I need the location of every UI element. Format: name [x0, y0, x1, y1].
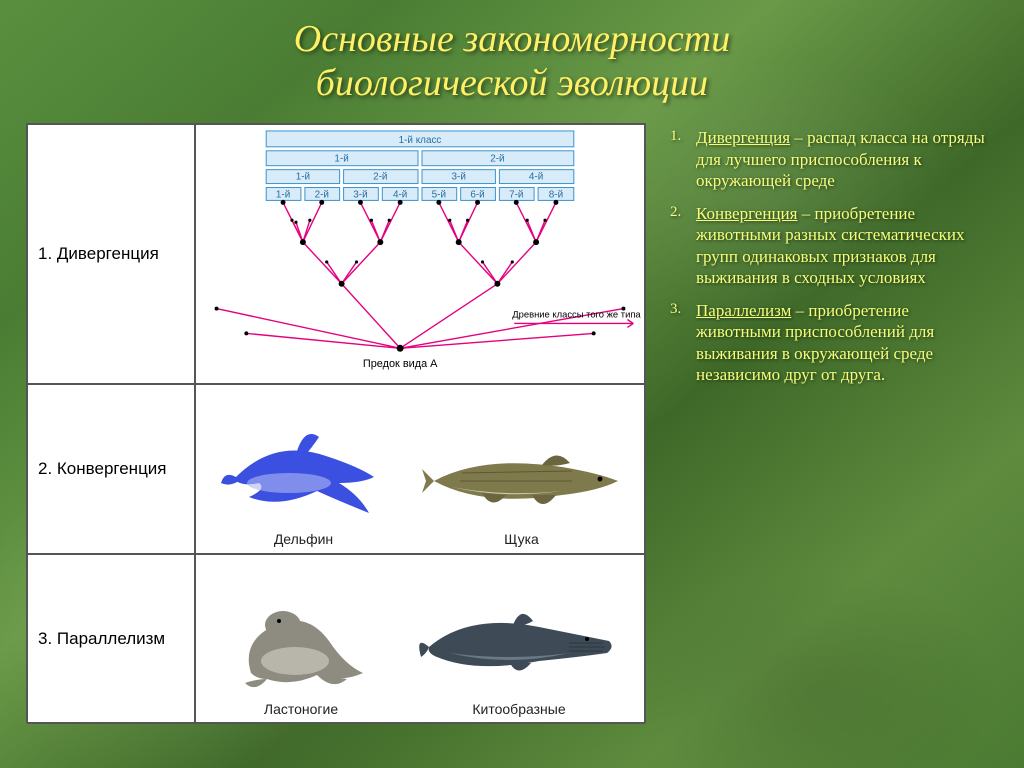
- slide-title: Основные закономерности биологической эв…: [0, 0, 1024, 115]
- definitions-list: Дивергенция – распад класса на отряды дл…: [668, 123, 998, 723]
- svg-text:7-й: 7-й: [509, 190, 523, 201]
- svg-text:1-й: 1-й: [296, 172, 310, 183]
- parallelism-examples: Ластоногие: [195, 554, 645, 724]
- convergence-examples: Дельфин: [195, 384, 645, 554]
- dolphin-icon: [219, 417, 389, 527]
- content-area: 1. Дивергенция 1-й класс 1-й 2-й 1-й 2-й: [0, 115, 1024, 723]
- svg-text:Предок вида А: Предок вида А: [363, 358, 438, 370]
- pike-figure: Щука: [422, 437, 622, 547]
- svg-text:Древние классы того же типа: Древние классы того же типа: [512, 309, 641, 320]
- svg-text:6-й: 6-й: [470, 190, 484, 201]
- svg-text:3-й: 3-й: [353, 190, 367, 201]
- svg-text:1-й класс: 1-й класс: [399, 135, 442, 146]
- svg-text:5-й: 5-й: [432, 190, 446, 201]
- pike-caption: Щука: [504, 531, 539, 547]
- svg-text:1-й: 1-й: [276, 190, 290, 201]
- dolphin-caption: Дельфин: [274, 531, 333, 547]
- pinniped-figure: Ластоногие: [221, 587, 381, 717]
- term-convergence: Конвергенция: [696, 204, 797, 223]
- svg-text:2-й: 2-й: [373, 172, 387, 183]
- seal-icon: [221, 587, 381, 697]
- whale-icon: [419, 587, 619, 697]
- svg-text:8-й: 8-й: [549, 190, 563, 201]
- row-label-divergence: 1. Дивергенция: [27, 124, 195, 384]
- svg-text:2-й: 2-й: [315, 190, 329, 201]
- divergence-diagram: 1-й класс 1-й 2-й 1-й 2-й 3-й 4-й 1-й 2-…: [195, 124, 645, 384]
- pike-icon: [422, 437, 622, 527]
- definition-parallelism: Параллелизм – приобретение животными при…: [668, 300, 998, 385]
- svg-text:2-й: 2-й: [490, 154, 504, 165]
- svg-text:4-й: 4-й: [393, 190, 407, 201]
- cetacean-caption: Китообразные: [472, 701, 565, 717]
- examples-grid: 1. Дивергенция 1-й класс 1-й 2-й 1-й 2-й: [26, 123, 646, 723]
- svg-text:1-й: 1-й: [334, 154, 348, 165]
- svg-text:3-й: 3-й: [452, 172, 466, 183]
- svg-text:4-й: 4-й: [529, 172, 543, 183]
- title-line-1: Основные закономерности: [294, 18, 730, 60]
- term-parallelism: Параллелизм: [696, 301, 791, 320]
- pinniped-caption: Ластоногие: [264, 701, 338, 717]
- term-divergence: Дивергенция: [696, 128, 790, 147]
- row-label-convergence: 2. Конвергенция: [27, 384, 195, 554]
- cetacean-figure: Китообразные: [419, 587, 619, 717]
- dolphin-figure: Дельфин: [219, 417, 389, 547]
- row-label-parallelism: 3. Параллелизм: [27, 554, 195, 724]
- divergence-tree-svg: 1-й класс 1-й 2-й 1-й 2-й 3-й 4-й 1-й 2-…: [196, 125, 644, 383]
- definition-convergence: Конвергенция – приобретение животными ра…: [668, 203, 998, 288]
- title-line-2: биологической эволюции: [316, 62, 708, 104]
- definition-divergence: Дивергенция – распад класса на отряды дл…: [668, 127, 998, 191]
